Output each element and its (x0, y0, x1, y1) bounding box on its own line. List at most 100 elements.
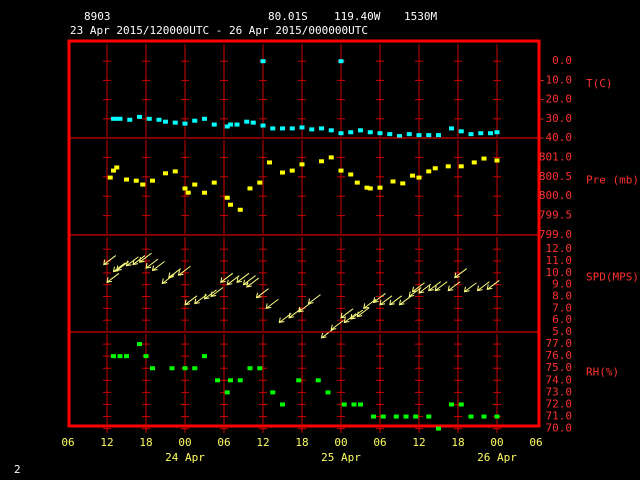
point (371, 414, 376, 419)
wind-arrow (307, 294, 321, 305)
point (111, 354, 116, 359)
y-tick-label: 73.0 (546, 385, 573, 398)
y-tick-label: 71.0 (546, 410, 573, 423)
point (289, 126, 295, 131)
x-tick-label: 00 (334, 436, 347, 449)
point (107, 175, 113, 180)
point (228, 378, 233, 383)
y-tick-label: 800.5 (539, 170, 572, 183)
point (449, 126, 454, 131)
point (192, 366, 198, 371)
point (377, 185, 383, 190)
wind-arrow (379, 295, 393, 306)
point (111, 168, 116, 173)
point (137, 342, 142, 347)
point (468, 414, 474, 419)
point (478, 131, 484, 136)
point (234, 122, 240, 127)
point (169, 366, 175, 371)
point (111, 116, 116, 121)
point (319, 159, 324, 164)
point (481, 414, 487, 419)
x-tick-label: 06 (373, 436, 386, 449)
point (224, 124, 230, 129)
point (458, 164, 464, 169)
wind-arrow (434, 281, 448, 292)
point (250, 120, 256, 125)
wind-arrow (356, 307, 370, 318)
point (237, 378, 243, 383)
y-axis-label: SPD(MPS) (586, 271, 639, 284)
x-tick-label: 00 (490, 436, 503, 449)
point (406, 132, 412, 137)
point (494, 130, 500, 135)
point (328, 128, 334, 133)
point (397, 134, 402, 139)
wind-arrow (168, 268, 182, 279)
wind-arrow (161, 274, 175, 285)
point (400, 181, 406, 186)
point (348, 130, 354, 135)
point (338, 168, 344, 173)
x-tick-label: 12 (100, 436, 113, 449)
point (172, 120, 178, 125)
wind-arrow (106, 272, 120, 283)
x-tick-label: 00 (178, 436, 191, 449)
wind-arrow (476, 281, 490, 292)
y-tick-label: 12.0 (546, 242, 573, 255)
x-tick-label: 18 (295, 436, 308, 449)
point (117, 116, 123, 121)
point (426, 414, 432, 419)
point (488, 131, 493, 136)
point (351, 402, 357, 407)
y-tick-label: 799.5 (539, 209, 572, 222)
point (458, 402, 464, 407)
wind-arrow (428, 281, 442, 292)
longitude: 119.40W (334, 10, 381, 23)
date-label: 26 Apr (477, 451, 517, 464)
point (156, 117, 162, 122)
point (140, 182, 146, 187)
y-tick-label: 10.0 (546, 266, 573, 279)
point (494, 158, 500, 163)
point (127, 117, 133, 122)
wind-arrow (343, 313, 357, 324)
wind-arrow (418, 283, 432, 294)
wind-arrow (486, 280, 500, 291)
point (393, 414, 399, 419)
point (416, 133, 422, 138)
point (458, 129, 464, 134)
x-tick-label: 18 (139, 436, 152, 449)
wind-arrow (408, 287, 422, 298)
point (124, 177, 129, 182)
wind-arrow (210, 287, 224, 298)
x-tick-label: 06 (529, 436, 542, 449)
point (358, 402, 363, 407)
point (280, 402, 285, 407)
point (445, 164, 451, 169)
wind-arrow (447, 281, 461, 292)
point (354, 180, 360, 185)
x-tick-label: 12 (256, 436, 269, 449)
point (260, 59, 266, 64)
wind-arrow (298, 302, 312, 313)
point (192, 182, 198, 187)
wind-arrow (203, 289, 217, 300)
point (224, 195, 230, 200)
point (202, 116, 207, 121)
frame (67, 39, 541, 428)
point (289, 168, 295, 173)
point (215, 378, 220, 383)
point (413, 414, 419, 419)
wind-arrow (226, 275, 240, 286)
y-tick-label: 801.0 (539, 150, 572, 163)
y-tick-label: 74.0 (546, 373, 573, 386)
point (247, 366, 253, 371)
y-tick-label: 799.0 (539, 228, 572, 241)
y-tick-label: 0.0 (552, 54, 572, 67)
wind-arrow (138, 252, 152, 263)
period: 23 Apr 2015/120000UTC - 26 Apr 2015/0000… (70, 24, 368, 37)
y-tick-label: 9.0 (552, 278, 572, 291)
point (150, 366, 155, 371)
